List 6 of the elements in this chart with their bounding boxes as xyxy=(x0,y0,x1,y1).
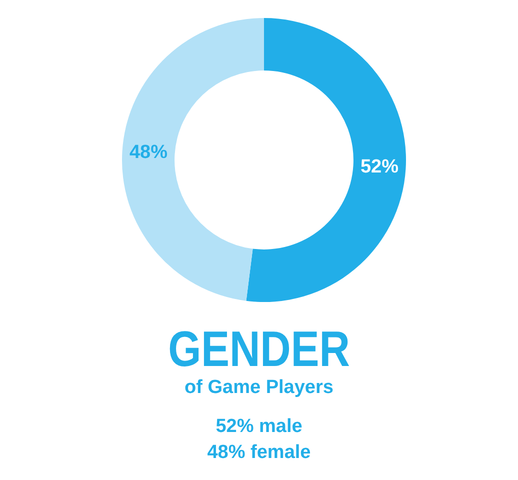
text: 48% female xyxy=(206,441,312,465)
text: GENDER xyxy=(167,321,351,377)
text: of Game Players xyxy=(184,376,334,400)
data-label: 52% xyxy=(360,156,399,178)
data-label: 48% xyxy=(129,142,168,163)
text: 52% male xyxy=(214,415,304,439)
